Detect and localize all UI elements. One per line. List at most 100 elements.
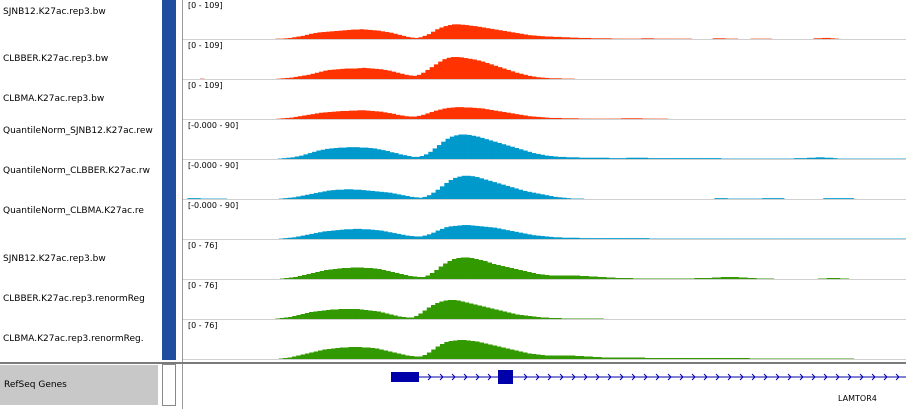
signal-bar: [509, 268, 515, 279]
signal-bar: [690, 158, 696, 159]
signal-bar: [477, 26, 482, 39]
track-name-4[interactable]: QuantileNorm_CLBBER.K27ac.rw: [3, 166, 150, 176]
signal-bar: [570, 118, 575, 119]
signal-bar: [540, 236, 545, 239]
signal-bar: [463, 107, 469, 119]
strand-arrow-icon: [823, 373, 828, 381]
signal-bar: [561, 355, 567, 359]
signal-bar: [341, 268, 347, 279]
signal-bar: [413, 197, 419, 199]
signal-bar: [372, 311, 377, 319]
signal-bar: [849, 358, 855, 359]
track-5[interactable]: [-0.000 - 90]: [183, 201, 906, 240]
track-name-2[interactable]: CLBMA.K27ac.rep3.bw: [3, 94, 105, 104]
refseq-track-name[interactable]: RefSeq Genes: [0, 365, 158, 405]
track-2[interactable]: [0 - 109]: [183, 81, 906, 120]
panel-separator[interactable]: [182, 0, 183, 409]
signal-bar: [412, 75, 418, 79]
signal-bar: [621, 118, 626, 119]
signal-bar: [318, 350, 323, 359]
signal-bar: [588, 276, 594, 279]
signal-bar: [656, 158, 662, 159]
signal-bar: [610, 277, 616, 279]
signal-bar: [587, 157, 593, 159]
track-3[interactable]: [-0.000 - 90]: [183, 121, 906, 160]
track-name-6[interactable]: SJNB12.K27ac.rep3.bw: [3, 254, 106, 264]
track-4[interactable]: [-0.000 - 90]: [183, 161, 906, 200]
signal-bar: [393, 153, 399, 159]
track-0[interactable]: [0 - 109]: [183, 1, 906, 40]
signal-bar: [474, 225, 480, 239]
signal-bar: [456, 24, 461, 39]
signal-bar: [738, 277, 744, 279]
signal-bar: [686, 158, 692, 159]
signal-bar: [438, 266, 444, 279]
track-8[interactable]: [0 - 76]: [183, 321, 906, 360]
signal-bar: [387, 113, 392, 119]
signal-bar: [462, 134, 468, 159]
signal-bar: [376, 311, 381, 319]
signal-bar: [526, 272, 532, 279]
signal-bar: [286, 157, 291, 159]
track-7[interactable]: [0 - 76]: [183, 281, 906, 320]
signal-bar: [342, 147, 347, 159]
signal-bar: [514, 188, 519, 199]
gene-track[interactable]: LAMTOR4: [183, 364, 906, 409]
signal-bar: [346, 147, 352, 159]
signal-bar: [594, 38, 600, 39]
signal-bar: [645, 278, 651, 279]
signal-bar: [370, 229, 376, 239]
signal-bar: [339, 189, 345, 199]
signal-bar: [459, 107, 465, 119]
signal-bar: [463, 58, 469, 79]
signal-bar: [344, 68, 350, 79]
signal-bar: [333, 148, 339, 159]
track-name-7[interactable]: CLBBER.K27ac.rep3.renormReg: [3, 294, 145, 304]
signal-bar: [365, 229, 371, 239]
signal-bar: [660, 158, 666, 159]
signal-bar: [415, 156, 421, 159]
track-name-8[interactable]: CLBMA.K27ac.rep3.renormReg.: [3, 334, 144, 344]
track-1[interactable]: [0 - 109]: [183, 41, 906, 80]
signal-bar: [496, 183, 502, 199]
data-panel[interactable]: [0 - 109] [0 - 109] [0 - 109] [-0.000 - 90]…: [183, 0, 906, 360]
signal-bar: [370, 68, 375, 79]
signal-bar: [448, 180, 454, 199]
strand-arrow-icon: [547, 373, 552, 381]
signal-bar: [840, 358, 846, 359]
track-6[interactable]: [0 - 76]: [183, 241, 906, 280]
signal-bar: [433, 110, 439, 119]
signal-bar: [540, 194, 545, 199]
signal-bar: [716, 277, 722, 279]
signal-bar: [603, 38, 608, 39]
panel-divider[interactable]: [0, 362, 906, 364]
signal-bar: [522, 190, 528, 199]
signal-bar: [453, 340, 458, 359]
signal-bar: [384, 32, 390, 39]
track-name-1[interactable]: CLBBER.K27ac.rep3.bw: [3, 54, 109, 64]
signal-bar: [622, 357, 628, 359]
signal-bar: [631, 238, 637, 239]
signal-bar: [509, 187, 515, 199]
signal-bar: [707, 278, 713, 279]
signal-bar: [401, 35, 407, 39]
track-name-0[interactable]: SJNB12.K27ac.rep3.bw: [3, 7, 106, 17]
signal-bar: [485, 28, 491, 39]
signal-bar: [497, 111, 503, 119]
signal-bar: [346, 29, 352, 39]
signal-bar: [622, 238, 628, 239]
signal-bar: [527, 151, 532, 159]
signal-bar: [792, 358, 798, 359]
signal-bar: [531, 76, 537, 79]
signal-bar: [361, 229, 367, 239]
track-name-5[interactable]: QuantileNorm_CLBMA.K27ac.re: [3, 206, 144, 216]
signal-bar: [331, 190, 336, 199]
signal-bar: [506, 69, 511, 79]
signal-bar: [363, 29, 369, 39]
signal-bar: [339, 347, 345, 359]
signal-bar: [312, 151, 317, 159]
track-name-3[interactable]: QuantileNorm_SJNB12.K27ac.rew: [3, 126, 153, 136]
signal-bar: [492, 227, 497, 239]
signal-bar: [627, 357, 633, 359]
signal-bar: [513, 269, 519, 279]
